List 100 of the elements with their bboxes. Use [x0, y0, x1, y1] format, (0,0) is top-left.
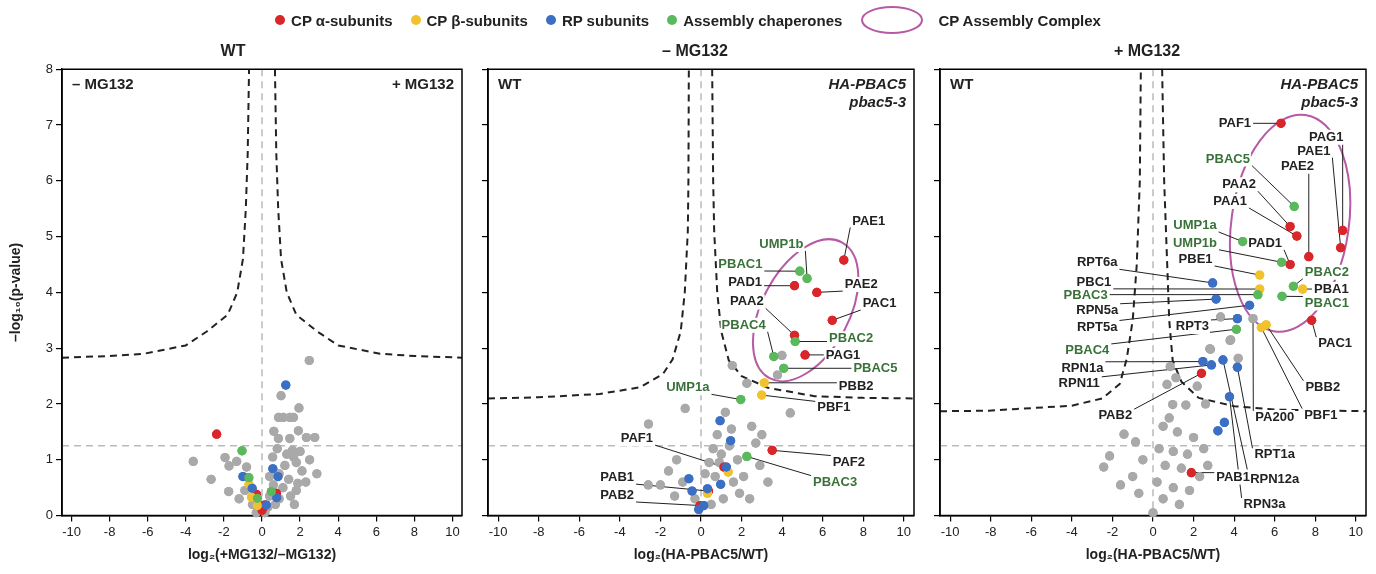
x-tick-label: -10 — [940, 523, 960, 539]
annotation: PAA2 — [1222, 176, 1256, 192]
annotation: UMP1a — [1173, 217, 1218, 233]
y-tick-label: 7 — [45, 116, 53, 132]
annotation: PBAC2 — [1304, 263, 1349, 279]
y-tick-label: 6 — [45, 172, 53, 188]
annotation: PAA2 — [729, 293, 764, 309]
annotation: PBA1 — [1313, 281, 1349, 297]
annotation: PBAC4 — [721, 316, 767, 332]
annotation: PBAC5 — [853, 360, 898, 376]
annotation: PA200 — [1255, 408, 1295, 424]
annotation: RPT6a — [1076, 254, 1119, 270]
annotation: PAA1 — [1213, 193, 1247, 209]
y-tick-label: 2 — [45, 395, 53, 411]
x-tick-label: -10 — [488, 523, 508, 539]
x-tick-label: -10 — [62, 523, 81, 539]
annotation: PBF1 — [817, 399, 851, 415]
annotation: PBAC3 — [813, 473, 858, 489]
x-tick-label: 8 — [1311, 523, 1319, 539]
annotation: PBAC1 — [1304, 294, 1349, 310]
annotation: PBB2 — [838, 377, 874, 393]
annotation: PBC1 — [1076, 273, 1112, 289]
x-tick-label: 4 — [334, 523, 342, 539]
x-tick-label: 8 — [859, 523, 867, 539]
annotation: UMP1b — [759, 235, 804, 251]
annotation: PAE2 — [1280, 157, 1314, 173]
annotation: RPN3a — [1243, 496, 1287, 512]
x-axis-title: log₂(+MG132/–MG132) — [187, 546, 337, 563]
x-tick-label: 6 — [372, 523, 380, 539]
annotation: PAF1 — [1218, 114, 1252, 130]
annotation: RPT5a — [1076, 318, 1119, 334]
x-tick-label: 4 — [778, 523, 786, 539]
x-tick-label: 6 — [819, 523, 827, 539]
legend-label: CP α-subunits — [291, 11, 393, 29]
annotation: PBAC2 — [829, 330, 874, 346]
x-tick-label: 0 — [258, 523, 266, 539]
x-tick-label: -6 — [573, 523, 586, 539]
chart-title: + MG132 — [1113, 42, 1181, 60]
x-tick-label: -2 — [218, 523, 230, 539]
annotation: HA-PBAC5 pbac5-3 — [828, 74, 907, 110]
y-tick-label: 3 — [45, 339, 53, 355]
annotation: PBAC3 — [1063, 287, 1108, 303]
annotation: UMP1a — [666, 379, 711, 395]
x-tick-label: 6 — [1271, 523, 1279, 539]
x-tick-label: 2 — [737, 523, 746, 539]
y-tick-label: 0 — [45, 507, 53, 523]
text: CP Assembly Complex — [938, 11, 1101, 29]
annotation: PBF1 — [1304, 406, 1338, 422]
x-tick-label: -6 — [1025, 523, 1038, 539]
x-tick-label: -4 — [1066, 523, 1078, 539]
legend-label: RP subunits — [561, 11, 650, 29]
annotation: RPT1a — [1254, 446, 1296, 462]
x-tick-label: -8 — [103, 523, 116, 539]
annotation: PAE2 — [844, 276, 878, 292]
annotation: PAE1 — [852, 212, 886, 228]
annotation: PAE1 — [1297, 142, 1331, 158]
annotation: WT — [950, 74, 974, 92]
y-tick-label: 1 — [45, 451, 53, 467]
x-tick-label: -6 — [141, 523, 154, 539]
annotation: PAB1 — [1216, 468, 1250, 484]
chart-title: WT — [220, 42, 246, 60]
annotation: PBAC5 — [1205, 150, 1250, 166]
annotation: PBAC4 — [1065, 342, 1111, 358]
annotation: UMP1b — [1172, 234, 1218, 250]
annotation: PAB2 — [600, 487, 635, 503]
annotation: + MG132 — [391, 74, 454, 92]
chart-title: – MG132 — [662, 42, 729, 60]
annotation: PBB2 — [1305, 378, 1341, 394]
x-tick-label: -8 — [532, 523, 545, 539]
x-tick-label: -2 — [1106, 523, 1119, 539]
x-tick-label: 0 — [697, 523, 705, 539]
x-tick-label: 2 — [296, 523, 304, 539]
annotation: PBAC1 — [718, 256, 763, 272]
x-tick-label: -4 — [614, 523, 626, 539]
x-tick-label: -2 — [654, 523, 667, 539]
annotation: RPN1a — [1061, 359, 1105, 375]
annotation: PAB2 — [1098, 407, 1133, 423]
y-tick-label: 5 — [45, 228, 53, 244]
y-tick-label: 4 — [45, 283, 53, 299]
x-tick-label: 2 — [1189, 523, 1198, 539]
legend-label: CP β-subunits — [426, 11, 528, 29]
annotation: RPT3 — [1175, 318, 1209, 334]
annotation: HA-PBAC5 pbac5-3 — [1280, 74, 1359, 110]
annotation: RPN12a — [1250, 471, 1301, 487]
annotation: – MG132 — [72, 74, 134, 92]
annotation: WT — [498, 74, 522, 92]
legend-label: Assembly chaperones — [683, 11, 843, 29]
y-tick-label: 8 — [45, 60, 53, 76]
annotation: PAC1 — [862, 295, 897, 311]
annotation: PAD1 — [1248, 234, 1283, 250]
x-tick-label: 0 — [1149, 523, 1157, 539]
x-tick-label: 10 — [445, 523, 460, 539]
x-axis-title: log₂(HA-PBAC5/WT) — [633, 546, 769, 563]
x-tick-label: 8 — [410, 523, 418, 539]
x-tick-label: 10 — [896, 523, 912, 539]
annotation: RPN11 — [1058, 374, 1100, 390]
x-axis-title: log₂(HA-PBAC5/WT) — [1085, 546, 1221, 563]
y-axis-title: –log₁₀(p-value) — [7, 242, 24, 343]
annotation: PAG1 — [825, 347, 861, 363]
annotation: PAD1 — [728, 274, 763, 290]
